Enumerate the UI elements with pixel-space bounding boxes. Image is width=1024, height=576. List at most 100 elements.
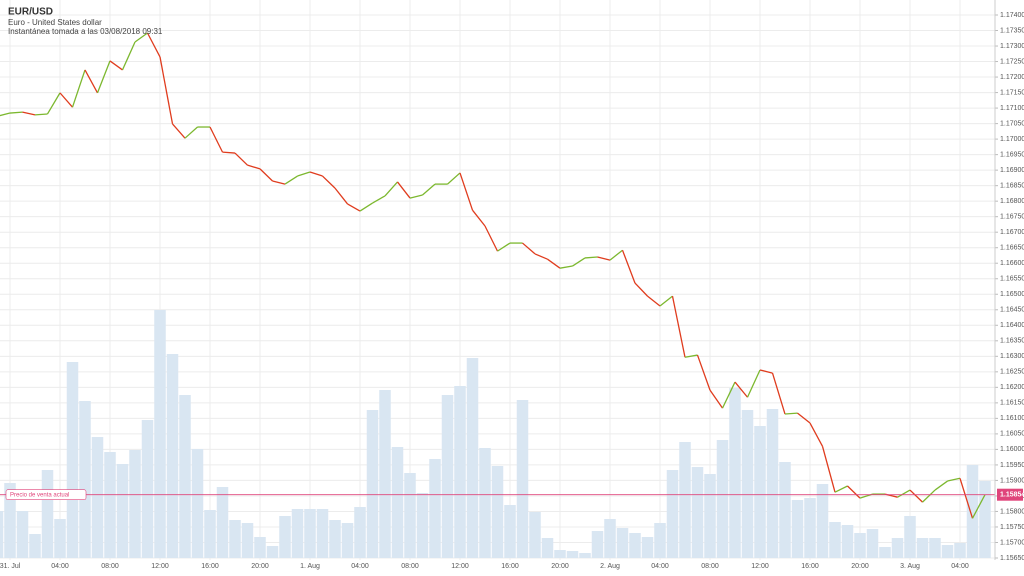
y-tick-label: 1.16200	[1000, 384, 1024, 391]
volume-bar	[591, 531, 604, 558]
price-segment	[934, 480, 948, 491]
volume-bar	[516, 400, 529, 558]
x-tick-label: 20:00	[551, 563, 569, 570]
price-segment	[34, 113, 48, 116]
x-tick-label: 16:00	[201, 563, 219, 570]
volume-bar	[891, 538, 904, 558]
volume-bar	[679, 442, 691, 558]
x-tick-label: 08:00	[101, 563, 119, 570]
price-segment	[771, 372, 786, 415]
volume-bar	[916, 538, 929, 558]
price-segment	[671, 295, 686, 358]
current-price-tag	[5, 489, 87, 501]
x-tick-label: 04:00	[651, 563, 669, 570]
volume-bar	[166, 354, 179, 558]
x-tick-label: 04:00	[951, 563, 969, 570]
volume-bar	[116, 464, 129, 558]
volume-bar	[479, 448, 491, 558]
price-segment	[834, 485, 848, 493]
volume-bar	[866, 529, 879, 558]
x-tick-label: 12:00	[151, 563, 169, 570]
volume-bar	[466, 358, 479, 558]
volume-bar	[291, 509, 304, 558]
x-tick-label: 31. Jul	[0, 563, 21, 570]
volume-bar	[104, 452, 116, 558]
price-segment	[821, 446, 836, 493]
price-segment	[209, 126, 224, 153]
volume-bar	[491, 466, 504, 558]
volume-bar	[0, 511, 4, 558]
price-segment	[347, 203, 361, 212]
volume-bar	[16, 511, 29, 558]
y-tick-label: 1.16250	[1000, 369, 1024, 376]
volume-bar	[354, 507, 366, 558]
y-tick-label: 1.16600	[1000, 260, 1024, 267]
volume-bar	[41, 470, 54, 558]
volume-bar	[279, 516, 291, 558]
price-segment	[897, 489, 911, 498]
y-tick-label: 1.15950	[1000, 462, 1024, 469]
price-segment	[647, 295, 661, 307]
x-tick-label: 20:00	[851, 563, 869, 570]
x-tick-label: 04:00	[51, 563, 69, 570]
price-segment	[584, 256, 598, 259]
price-segment	[721, 381, 736, 409]
price-segment	[534, 253, 548, 260]
volume-bar	[54, 519, 66, 558]
y-tick-label: 1.15900	[1000, 477, 1024, 484]
volume-bar	[616, 528, 629, 558]
volume-bar	[904, 516, 916, 558]
volume-bar	[179, 395, 191, 558]
price-segment	[971, 494, 986, 519]
price-segment	[121, 41, 136, 71]
price-segment	[621, 249, 636, 284]
volume-bar	[504, 505, 516, 558]
volume-bar	[341, 523, 354, 558]
volume-bar	[754, 426, 766, 558]
price-segment	[272, 180, 286, 185]
volume-bar	[129, 450, 141, 558]
price-segment	[609, 249, 623, 261]
volume-bar	[566, 551, 579, 558]
y-tick-label: 1.17250	[1000, 58, 1024, 65]
x-tick-label: 08:00	[701, 563, 719, 570]
price-segment	[447, 172, 461, 185]
y-tick-label: 1.16950	[1000, 151, 1024, 158]
volume-bar	[529, 512, 541, 558]
price-segment	[297, 171, 311, 177]
y-tick-label: 1.16500	[1000, 291, 1024, 298]
volume-bar	[941, 545, 954, 558]
price-segment	[734, 381, 749, 398]
volume-bar	[779, 462, 791, 558]
volume-bar	[629, 533, 641, 558]
y-tick-label: 1.17400	[1000, 12, 1024, 19]
volume-bar	[954, 543, 966, 558]
y-tick-label: 1.16450	[1000, 307, 1024, 314]
x-tick-label: 20:00	[251, 563, 269, 570]
price-segment	[146, 32, 161, 58]
volume-bar	[154, 310, 166, 558]
volume-bar	[716, 440, 729, 558]
volume-bar	[829, 522, 841, 558]
price-segment	[384, 181, 398, 197]
price-segment	[959, 478, 974, 519]
price-segment	[234, 152, 248, 166]
price-segment	[659, 295, 673, 307]
x-tick-label: 1. Aug	[300, 563, 320, 570]
price-segment	[484, 225, 499, 252]
volume-bar	[91, 437, 104, 558]
volume-bar	[241, 523, 254, 558]
y-tick-label: 1.16350	[1000, 338, 1024, 345]
price-segment	[71, 69, 86, 108]
volume-bar	[216, 487, 229, 558]
y-tick-label: 1.15700	[1000, 539, 1024, 546]
volume-bar	[379, 390, 391, 558]
x-tick-label: 08:00	[401, 563, 419, 570]
price-segment	[334, 187, 349, 205]
price-segment	[709, 389, 724, 409]
x-tick-label: 16:00	[801, 563, 819, 570]
price-segment	[459, 172, 474, 211]
y-tick-label: 1.17050	[1000, 120, 1024, 127]
volume-bar	[404, 473, 416, 558]
